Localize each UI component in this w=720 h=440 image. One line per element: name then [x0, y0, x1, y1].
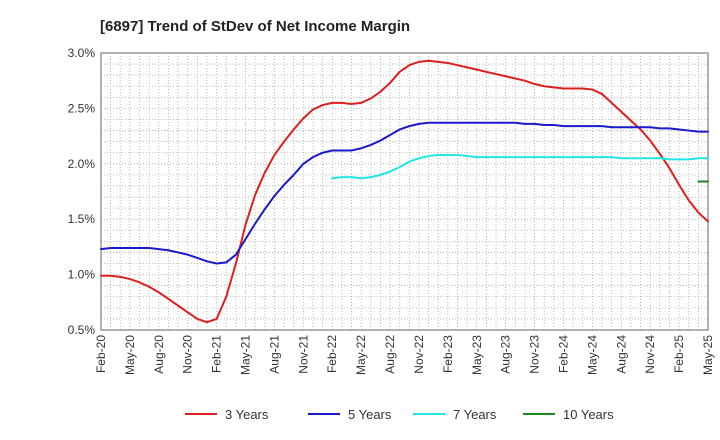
x-tick-label: Nov-22 — [412, 335, 426, 374]
x-tick-label: Feb-23 — [441, 335, 455, 373]
x-tick-label: Feb-24 — [556, 335, 570, 373]
series-line-7-years — [331, 153, 709, 180]
x-tick-label: Nov-23 — [528, 335, 542, 374]
y-tick-label: 2.0% — [68, 157, 96, 171]
legend-label-3-years: 3 Years — [225, 407, 269, 422]
x-tick-label: Feb-22 — [325, 335, 339, 373]
x-tick-label: Aug-21 — [267, 335, 281, 374]
series-line-3-years — [100, 59, 709, 324]
x-tick-label: Feb-21 — [210, 335, 224, 373]
x-tick-label: Aug-20 — [152, 335, 166, 374]
x-tick-label: Nov-24 — [643, 335, 657, 374]
x-tick-label: Aug-22 — [383, 335, 397, 374]
legend-label-7-years: 7 Years — [453, 407, 497, 422]
y-tick-label: 1.0% — [68, 268, 96, 282]
y-axis-ticks: 0.5% 1.0% 1.5% 2.0% 2.5% 3.0% — [68, 46, 96, 337]
x-tick-label: Nov-21 — [296, 335, 310, 374]
grid-layer — [101, 53, 708, 330]
x-tick-label: May-23 — [470, 335, 484, 375]
x-axis-ticks: Feb-20 May-20 Aug-20 Nov-20 Feb-21 May-21 Aug-… — [94, 335, 715, 375]
legend-label-10-years: 10 Years — [563, 407, 614, 422]
plot-area — [100, 52, 709, 331]
y-tick-label: 1.5% — [68, 212, 96, 226]
x-tick-label: Aug-23 — [499, 335, 513, 374]
x-tick-label: May-21 — [239, 335, 253, 375]
y-tick-label: 2.5% — [68, 101, 96, 115]
legend: 3 Years 5 Years 7 Years 10 Years — [185, 407, 614, 422]
series-line-5-years — [100, 121, 709, 265]
x-tick-label: May-24 — [585, 335, 599, 375]
y-tick-label: 3.0% — [68, 46, 96, 60]
chart-title: [6897] Trend of StDev of Net Income Marg… — [100, 18, 410, 35]
x-tick-label: Nov-20 — [181, 335, 195, 374]
x-tick-label: Feb-25 — [672, 335, 686, 373]
x-tick-label: May-22 — [354, 335, 368, 375]
x-tick-label: May-20 — [123, 335, 137, 375]
series-layer — [100, 59, 709, 324]
x-tick-label: May-25 — [701, 335, 715, 375]
y-tick-label: 0.5% — [68, 323, 96, 337]
legend-label-5-years: 5 Years — [348, 407, 392, 422]
x-tick-label: Aug-24 — [614, 335, 628, 374]
x-tick-label: Feb-20 — [94, 335, 108, 373]
